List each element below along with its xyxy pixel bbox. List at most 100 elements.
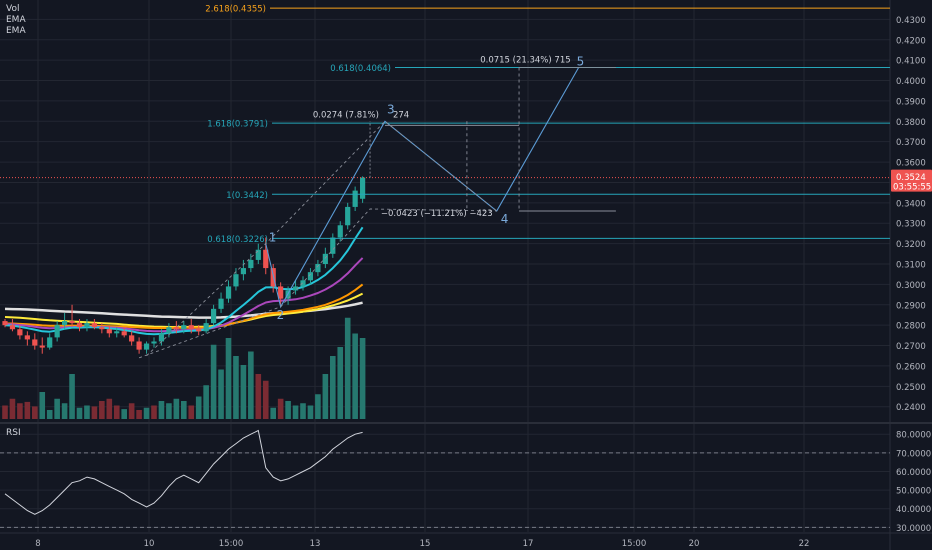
price-tick-label: 0.4000 [896, 77, 926, 87]
wave-label-5: 5 [577, 54, 585, 68]
rsi-pane: 80.0000 70.0000 60.0000 50.0000 40.0000 30.00… [0, 429, 931, 534]
volume-bar [113, 405, 120, 419]
candle-body [39, 345, 45, 348]
price-tick-label: 0.2900 [896, 301, 926, 311]
price-tick-label: 0.2600 [896, 362, 926, 372]
rsi-pane-label[interactable]: RSI [6, 428, 21, 438]
volume-bar [128, 403, 135, 419]
candle-body [143, 343, 150, 350]
volume-bar [344, 317, 351, 419]
candle-body [151, 341, 157, 344]
volume-bar [225, 338, 232, 419]
price-axis: 0.4300 0.4200 0.4100 0.4000 0.3900 0.3800 0.37… [896, 16, 926, 413]
volume-bar [84, 405, 90, 419]
candle-body [9, 325, 16, 330]
candle-body [248, 259, 254, 269]
candle-body [54, 325, 60, 338]
candle-body [263, 249, 269, 269]
volume-bar [24, 401, 31, 419]
rsi-tick-label: 70.0000 [896, 449, 931, 459]
fib-label: 2.618(0.4355) [205, 5, 266, 15]
legend-ema-1[interactable]: EMA [6, 15, 26, 25]
candle-body [188, 325, 194, 330]
candle-body [203, 323, 209, 332]
time-tick-label: 10 [144, 539, 155, 549]
volume-bar [195, 396, 202, 419]
volume-bar [173, 398, 180, 419]
volume-bar [240, 365, 247, 419]
candle-body [62, 321, 68, 326]
price-tick-label: 0.3700 [896, 138, 926, 148]
grid [0, 0, 890, 532]
time-axis: 8 10 15:00 13 15 17 15:00 20 22 [35, 539, 809, 549]
candle-body [121, 331, 127, 336]
candle-body [17, 329, 23, 336]
candle-body [129, 335, 135, 342]
time-tick-label: 15:00 [622, 539, 647, 549]
legend-ema-2[interactable]: EMA [6, 26, 26, 36]
volume-bar [9, 398, 16, 419]
volume-bar [69, 374, 75, 419]
candle-body [99, 327, 105, 330]
volume-bar [166, 403, 172, 419]
rsi-tick-label: 80.0000 [896, 431, 931, 441]
candle-body [91, 323, 97, 328]
candle-body [173, 327, 179, 330]
wave-label-4: 4 [501, 212, 509, 226]
volume-bar [203, 385, 209, 419]
volume-bar [277, 398, 284, 419]
volume-bar [307, 405, 314, 419]
volume-bar [322, 374, 329, 419]
volume-bar [121, 409, 127, 419]
candle-body [47, 337, 53, 348]
volume-bar [262, 380, 269, 419]
time-tick-label: 8 [35, 539, 40, 549]
volume-bar [292, 405, 299, 419]
candle-body [225, 286, 232, 299]
volume-bar [255, 374, 262, 419]
last-price-tag [891, 169, 932, 192]
wave-label-1: 1 [269, 231, 277, 245]
volume-bar [158, 401, 165, 419]
volume-bar [99, 401, 105, 419]
volume-bar [46, 410, 53, 419]
elliott-wave-path [265, 67, 580, 309]
candle-body [76, 323, 83, 328]
candle-body [278, 286, 284, 299]
candle-body [211, 308, 217, 324]
annotation-wave5: 0.0715 (21.34%) 715 [480, 55, 570, 65]
volume-bar [188, 405, 195, 419]
candle-body [106, 329, 112, 334]
bar-countdown: 03:55:55 [893, 183, 931, 193]
price-tick-label: 0.2800 [896, 322, 926, 332]
time-tick-label: 20 [689, 539, 700, 549]
candle-body [360, 177, 366, 199]
volume-bar [91, 406, 98, 419]
candle-body [352, 190, 358, 207]
candle-body [84, 323, 90, 328]
candle-body [292, 286, 299, 291]
price-tick-label: 0.3200 [896, 240, 926, 250]
volume-bar [39, 392, 46, 419]
candle-body [240, 268, 246, 275]
candle-body [322, 253, 328, 265]
annotation-wave3-count: 274 [393, 110, 409, 120]
volume-bar [76, 407, 83, 419]
candle-body [166, 327, 172, 334]
price-tick-label: 0.2500 [896, 383, 926, 393]
fib-label: 0.618(0.3226) [207, 235, 268, 245]
volume-bar [181, 401, 187, 419]
volume-bar [32, 406, 38, 419]
time-tick-label: 13 [310, 539, 321, 549]
volume-bar [270, 407, 276, 419]
legend-vol[interactable]: Vol [6, 4, 20, 14]
wave-dashed-channel [138, 208, 497, 359]
volume-bar [285, 401, 291, 419]
candle-body [32, 339, 38, 346]
candle-body [218, 298, 224, 309]
volume-bar [352, 333, 358, 419]
price-tick-label: 0.3300 [896, 220, 926, 230]
indicator-legend: Vol EMA EMA [6, 4, 26, 37]
volume-bar [315, 394, 321, 419]
